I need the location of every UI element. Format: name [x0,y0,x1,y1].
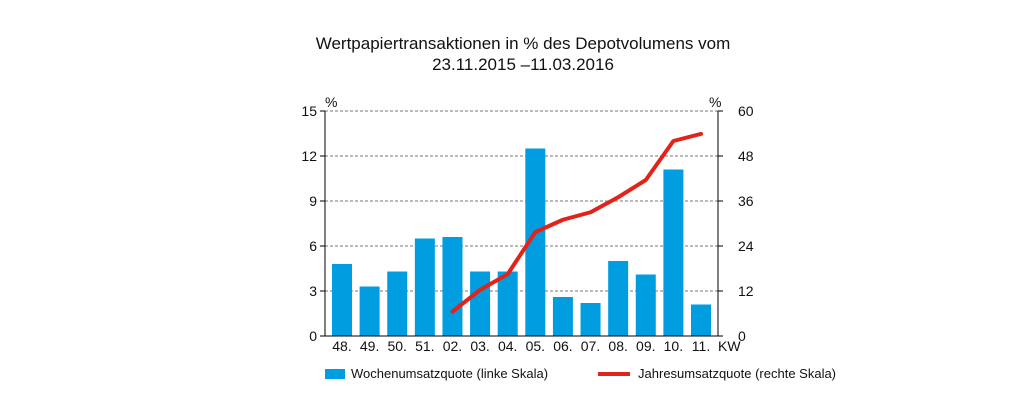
legend-bar-label: Wochenumsatzquote (linke Skala) [351,366,549,381]
chart-title: Wertpapiertransaktionen in % des Depotvo… [0,33,1022,75]
bar [497,271,518,336]
x-tick-label: 03. [470,338,489,354]
y-tick-label-left: 15 [301,103,317,119]
x-tick-label: 04. [498,338,517,354]
bar [635,274,656,336]
bar [387,271,408,336]
y-tick-label-left: 12 [301,148,317,164]
bar [691,304,711,336]
legend-line-swatch [598,371,631,376]
line-series [450,131,703,314]
bar [663,169,684,336]
legend-bar-swatch [325,368,345,379]
bar [552,297,573,336]
bar [332,264,352,336]
y-tick-label-right: 60 [738,103,754,119]
x-tick-label: 06. [553,338,572,354]
title-line-1: Wertpapiertransaktionen in % des Depotvo… [315,34,731,53]
bar [470,271,491,336]
bar [580,303,601,336]
y-axis-label-left: % [325,94,337,110]
x-tick-label: 10. [664,338,683,354]
bar [525,148,546,336]
x-tick-label: 02. [443,338,462,354]
x-tick-label: 09. [636,338,655,354]
x-axis-label: KW [718,338,741,354]
y-tick-label-left: 0 [309,328,317,344]
x-tick-label: 11. [692,338,710,354]
x-tick-label: 05. [526,338,545,354]
title-line-2: 23.11.2015 –11.03.2016 [432,55,614,74]
legend-line-label: Jahresumsatzquote (rechte Skala) [638,366,837,381]
bar [608,261,629,336]
x-tick-label: 48. [332,338,351,354]
x-tick-label: 51. [415,338,434,354]
y-tick-label-left: 3 [309,283,317,299]
x-tick-label: 49. [360,338,379,354]
bar [442,237,463,336]
legend: Wochenumsatzquote (linke Skala) Jahresum… [325,366,836,381]
x-tick-label: 07. [581,338,600,354]
bar [359,286,380,336]
y-tick-label-right: 0 [738,328,746,344]
y-tick-label-right: 12 [738,283,754,299]
y-tick-label-right: 24 [738,238,754,254]
y-tick-label-left: 9 [309,193,317,209]
y-tick-label-left: 6 [309,238,317,254]
y-tick-label-right: 36 [738,193,754,209]
y-axis-label-right: % [709,94,721,110]
x-tick-label: 08. [608,338,627,354]
x-tick-label: 50. [387,338,406,354]
bar [414,238,435,336]
y-tick-label-right: 48 [738,148,754,164]
